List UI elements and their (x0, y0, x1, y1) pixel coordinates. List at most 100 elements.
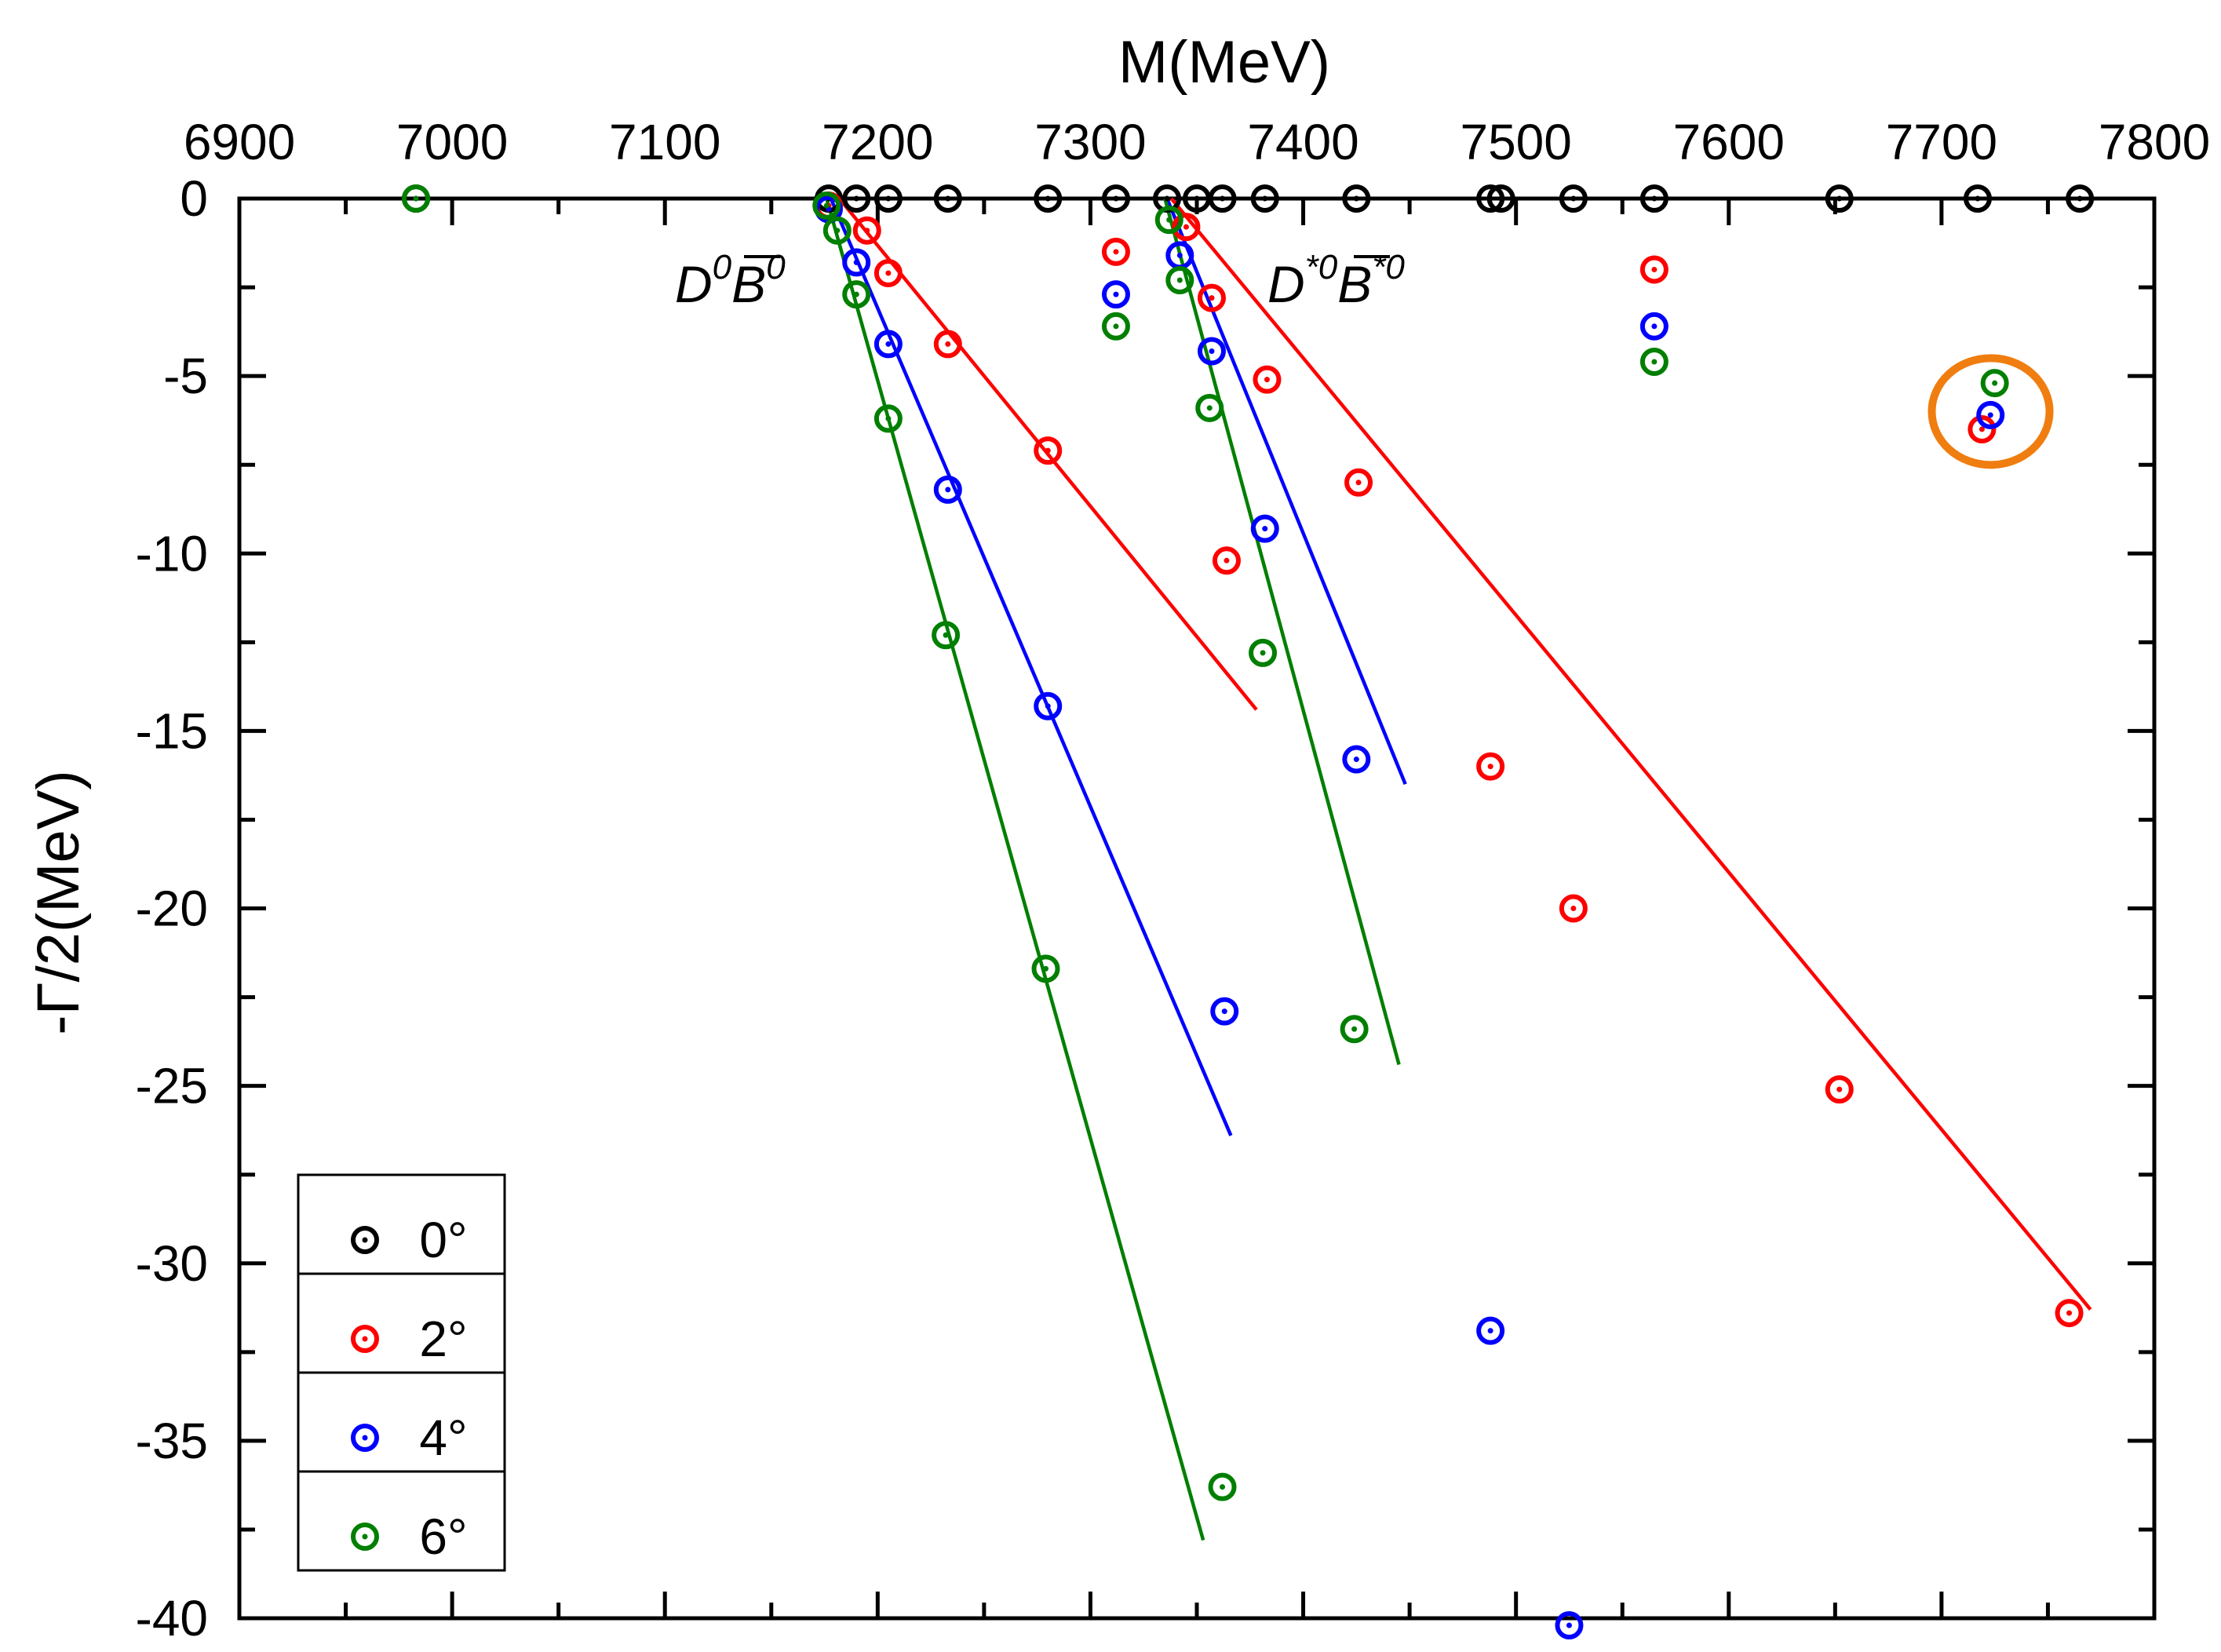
trend-line (829, 198, 1233, 1136)
data-point-series-3 (822, 216, 852, 245)
data-point-series-0 (2066, 184, 2095, 213)
data-point-series-0 (1101, 184, 1130, 213)
data-point-series-2 (1250, 514, 1279, 543)
legend-row-box (297, 1371, 506, 1473)
point-center (1183, 224, 1189, 230)
point-ring (351, 1226, 379, 1254)
point-ring (852, 216, 881, 245)
data-point-series-3 (873, 404, 903, 433)
data-point-series-2 (1342, 745, 1371, 774)
data-point-series-3 (1195, 393, 1224, 422)
point-center (362, 1533, 368, 1540)
point-center (1651, 266, 1658, 272)
data-point-series-1 (1034, 436, 1063, 465)
data-point-series-2 (1555, 1611, 1584, 1640)
data-point-series-2 (1034, 691, 1063, 720)
point-center (1045, 447, 1051, 454)
y-tick-label: -5 (163, 348, 208, 404)
data-point-series-3 (842, 280, 871, 309)
point-ring (2055, 1299, 2084, 1328)
point-ring (933, 330, 962, 359)
point-center (853, 259, 859, 265)
trend-line (1163, 198, 1401, 1066)
point-center (362, 1336, 368, 1342)
point-center (1264, 377, 1270, 383)
point-ring (932, 621, 961, 650)
point-ring (1486, 184, 1515, 213)
point-ring (1101, 184, 1130, 213)
point-ring (1250, 514, 1279, 543)
point-ring (1249, 638, 1278, 667)
point-ring (933, 475, 962, 504)
point-center (1978, 426, 1985, 432)
point-ring (1165, 266, 1194, 295)
point-ring (873, 258, 903, 287)
legend-label: 0° (419, 1212, 467, 1268)
point-center (1262, 195, 1268, 202)
legend-row-box (297, 1272, 506, 1374)
x-tick-label: 7500 (1460, 114, 1571, 170)
point-ring (1639, 255, 1668, 284)
point-center (1220, 195, 1226, 202)
point-ring (1825, 184, 1854, 213)
point-ring (842, 248, 871, 277)
data-point-series-1 (1253, 365, 1282, 394)
point-center (413, 195, 419, 202)
threshold-sup: 0 (766, 248, 786, 286)
data-point-series-1 (2055, 1299, 2084, 1328)
point-ring (1476, 752, 1505, 781)
data-point-series-1 (1476, 752, 1505, 781)
data-point-series-3 (1980, 369, 2009, 398)
point-center (2077, 195, 2083, 202)
threshold-base: D (675, 255, 713, 313)
point-center (1351, 1026, 1358, 1032)
data-point-series-3 (1101, 312, 1130, 341)
trend-line (1169, 197, 2092, 1311)
threshold-sup: *0 (1372, 248, 1405, 286)
data-point-series-3 (1340, 1015, 1369, 1044)
data-point-series-0 (933, 184, 962, 213)
data-point-series-3 (1639, 348, 1668, 377)
point-center (1487, 1328, 1493, 1334)
point-center (1166, 217, 1172, 223)
point-center (853, 195, 859, 202)
point-ring (1639, 184, 1668, 213)
data-point-series-0 (873, 184, 903, 213)
data-point-series-0 (1825, 184, 1854, 213)
point-center (1353, 195, 1359, 202)
point-ring (1034, 691, 1063, 720)
y-tick-label: -15 (136, 702, 209, 759)
point-ring (1344, 468, 1373, 497)
point-center (1651, 323, 1658, 330)
threshold-labels: D0B0 D*0B*0 (675, 248, 1405, 313)
point-center (885, 270, 892, 276)
legend-label: 4° (419, 1409, 467, 1466)
point-center (1113, 323, 1119, 330)
point-ring (1980, 369, 2009, 398)
data-point-series-0 (1034, 184, 1063, 213)
data-point-series-2 (1976, 400, 2005, 429)
y-tick-label: -10 (136, 525, 209, 582)
point-ring (1559, 894, 1588, 923)
data-point-series-1 (1344, 468, 1373, 497)
data-point-series-1 (1639, 255, 1668, 284)
point-center (1043, 965, 1049, 972)
data-point-series-2 (1197, 337, 1226, 366)
point-center (834, 228, 841, 234)
point-center (1206, 405, 1213, 411)
y-tick-label: -40 (136, 1590, 209, 1647)
data-point-series-3 (812, 191, 841, 221)
data-point-series-2 (1476, 1316, 1505, 1345)
point-center (362, 1435, 368, 1441)
data-point-series-3 (402, 184, 431, 213)
point-center (1194, 195, 1200, 202)
point-center (1498, 195, 1504, 202)
point-center (1221, 1008, 1227, 1015)
threshold-label: D*0B*0 (1267, 248, 1405, 313)
legend-marker (351, 1226, 379, 1254)
data-point-series-1 (1825, 1075, 1854, 1104)
threshold-sup: 0 (713, 248, 732, 286)
point-ring (1154, 206, 1183, 235)
legend-label: 2° (419, 1311, 467, 1367)
legend-row-box (297, 1470, 506, 1572)
